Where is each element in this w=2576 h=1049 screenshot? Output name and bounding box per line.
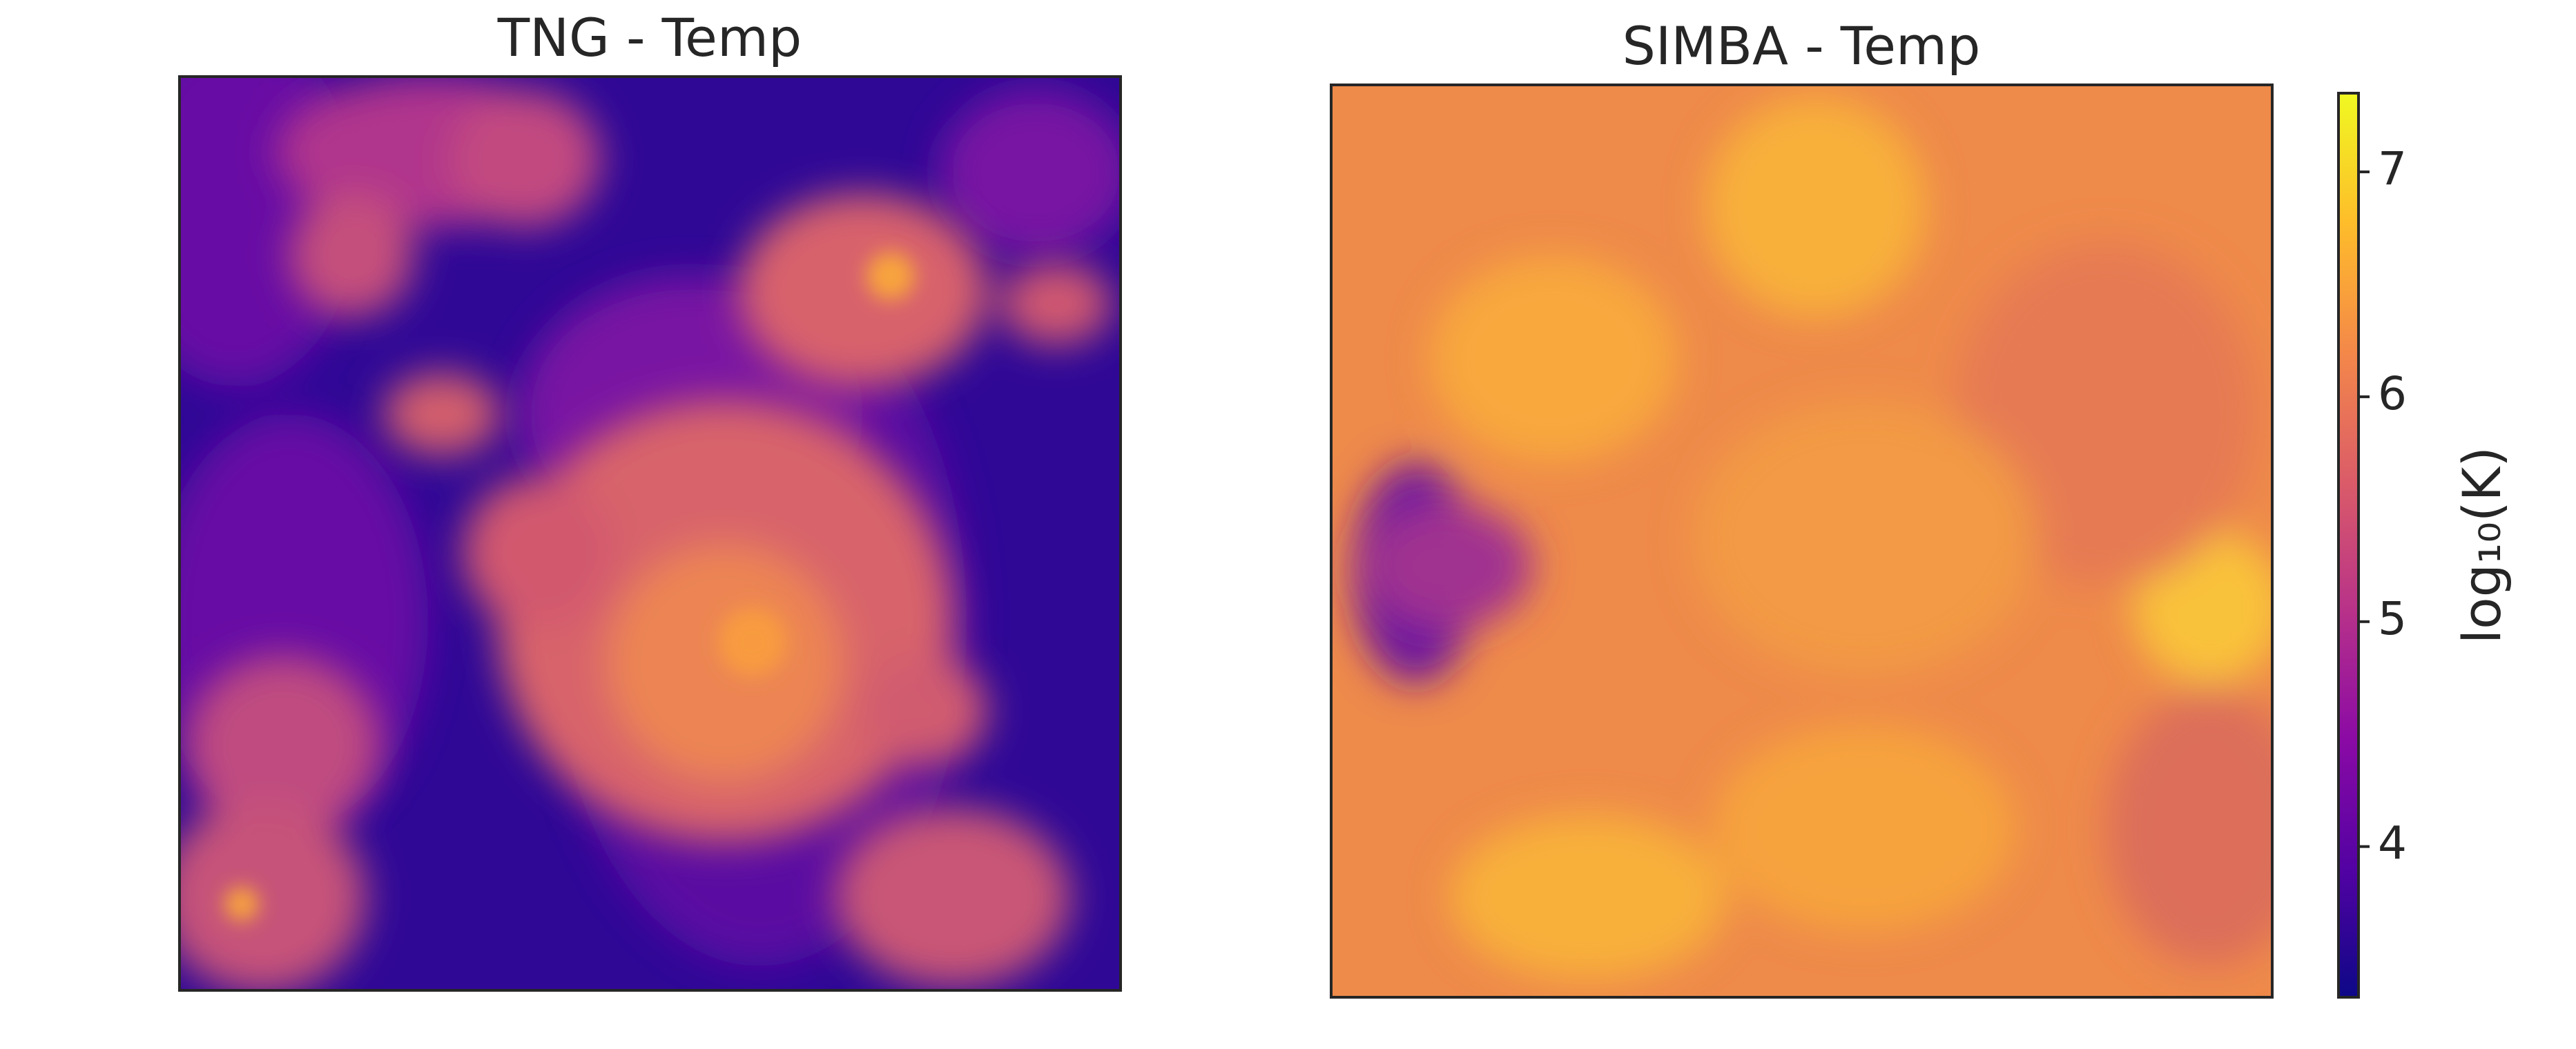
tng-frame [178, 75, 1122, 992]
colorbar-label: log₁₀(K) [2451, 447, 2512, 644]
panel-title: TNG - Temp [497, 7, 802, 68]
colorbar-tick-label: 4 [2378, 817, 2407, 870]
colorbar [2337, 92, 2360, 999]
tng-map [180, 77, 1121, 990]
simba-map [1331, 85, 2272, 997]
simba-frame [1330, 84, 2274, 999]
colorbar-tick-label: 5 [2378, 592, 2407, 645]
colorbar-tick-label: 6 [2378, 367, 2407, 420]
panel-title: SIMBA - Temp [1623, 15, 1981, 77]
colorbar-tick-label: 7 [2378, 142, 2407, 195]
